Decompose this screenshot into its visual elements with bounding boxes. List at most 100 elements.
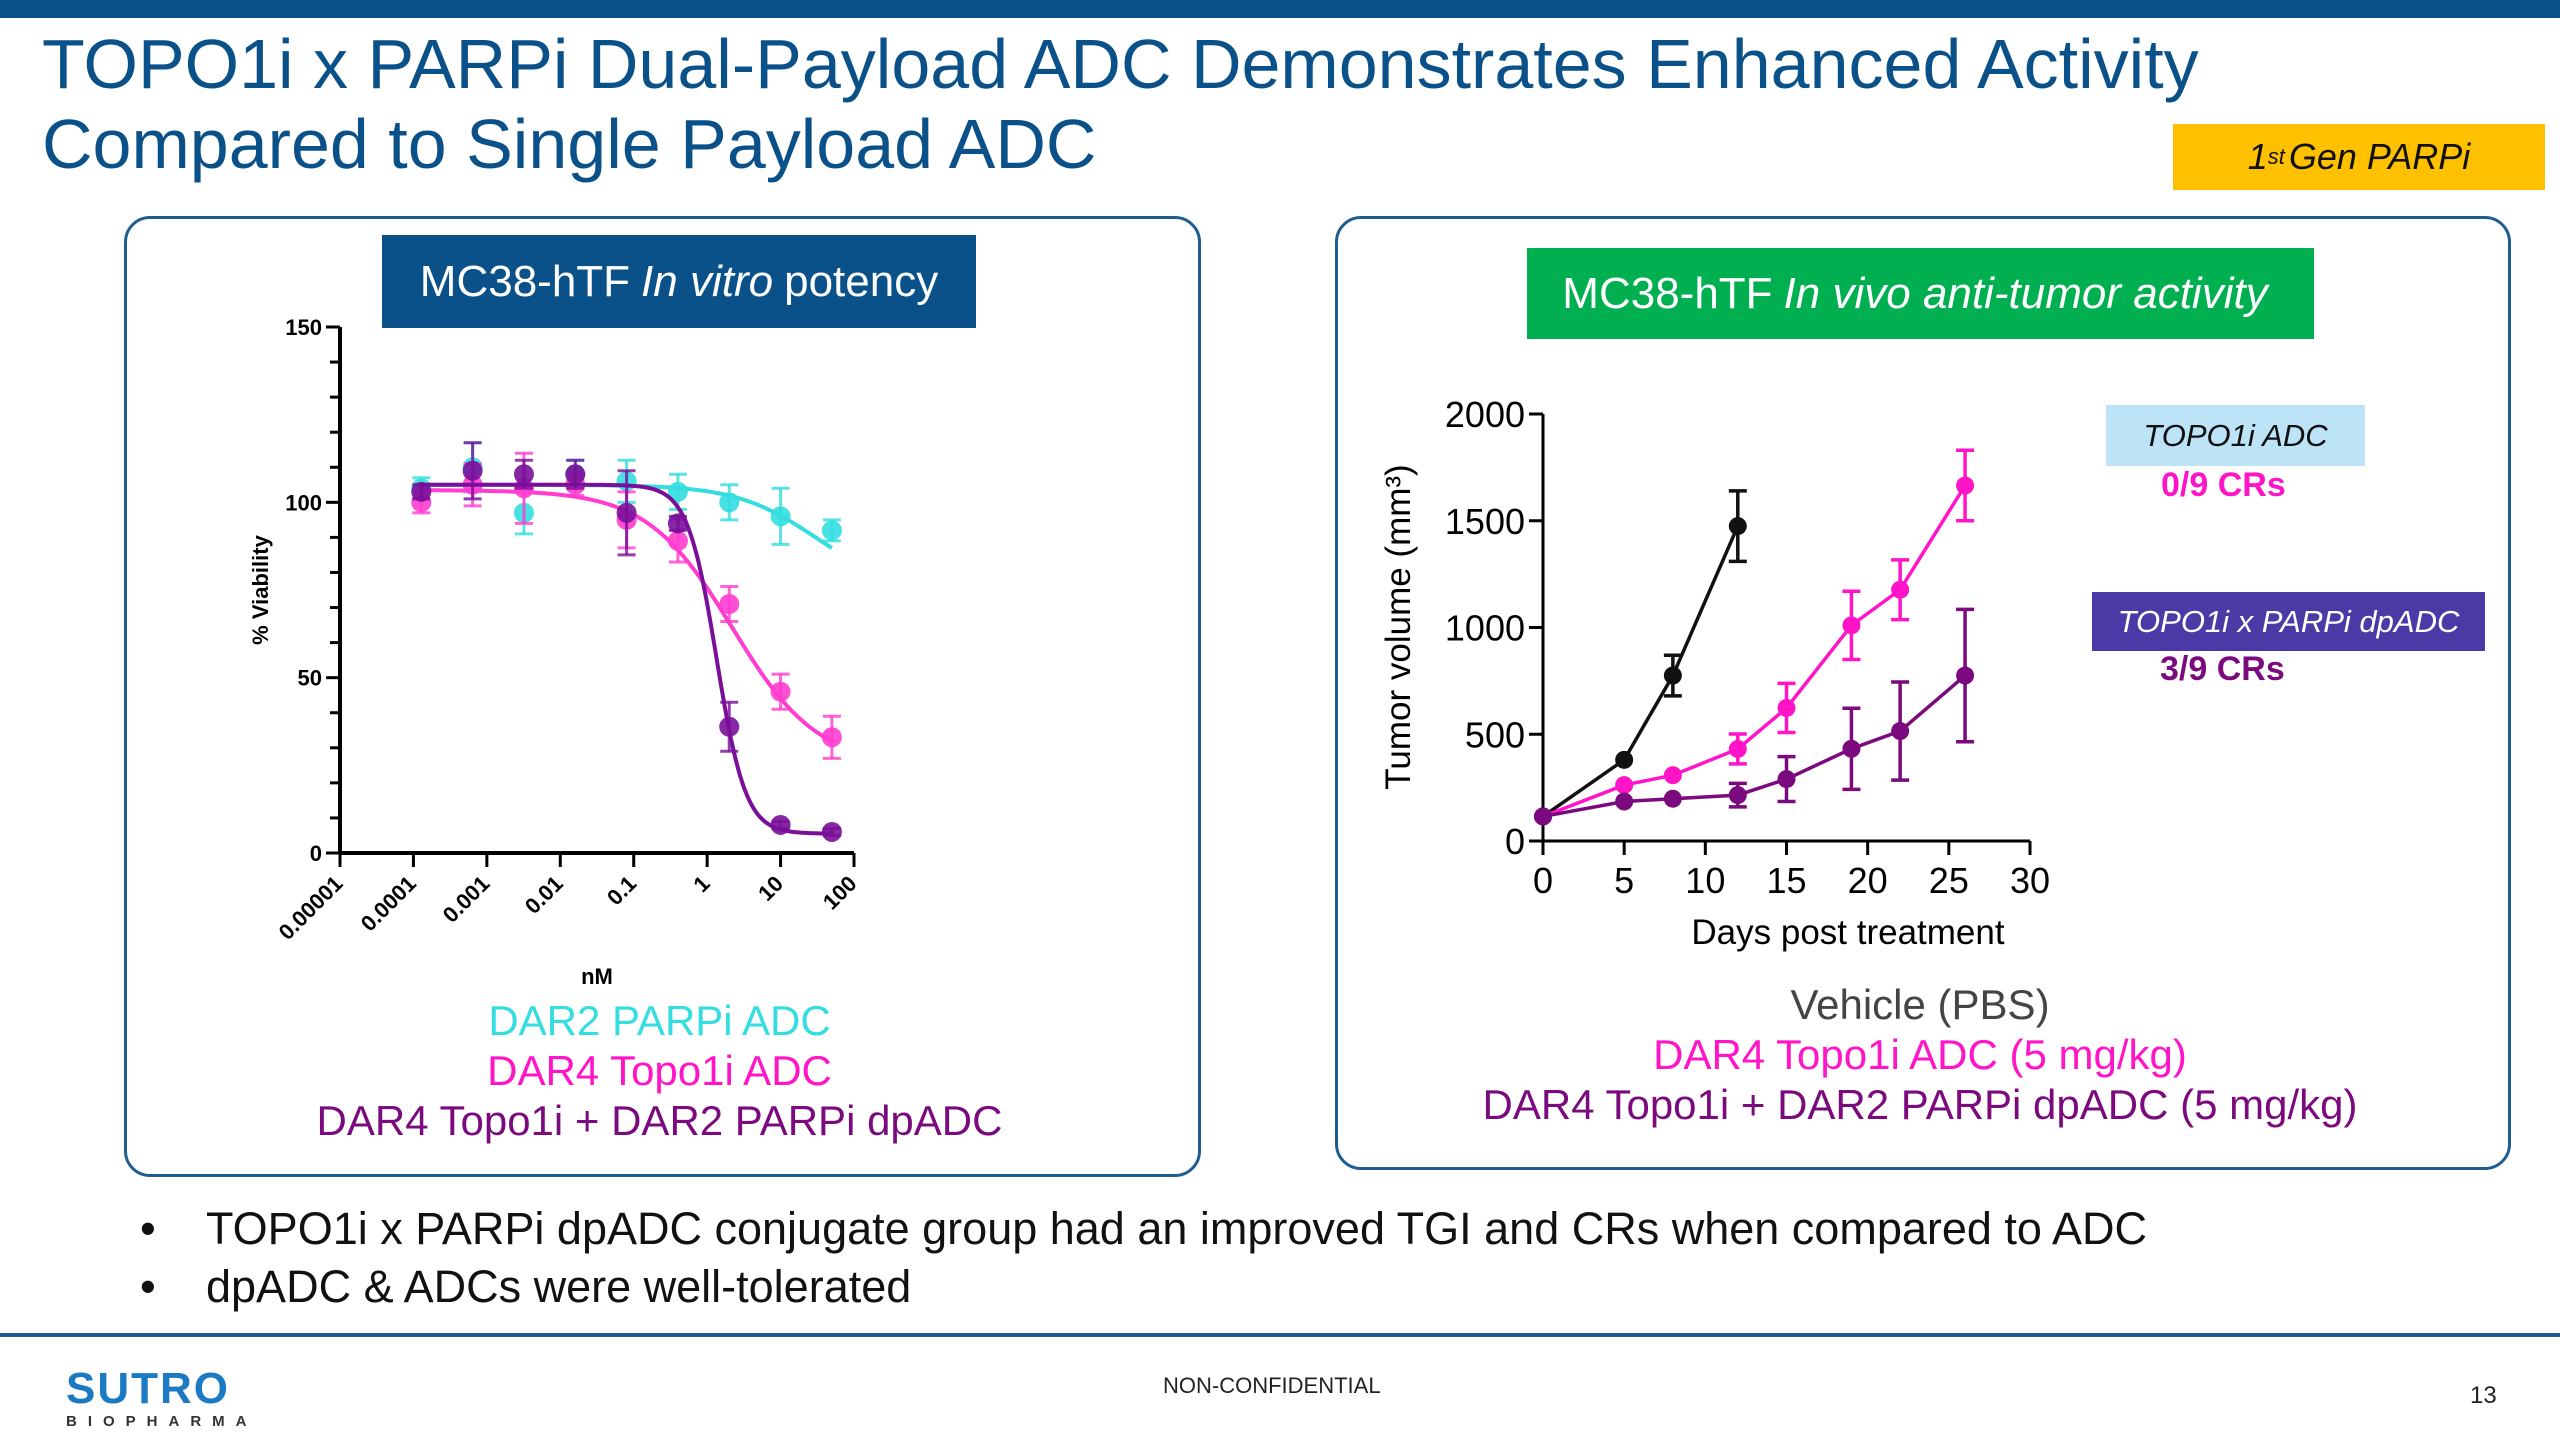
data-point <box>1842 739 1861 758</box>
bullet-item: • TOPO1i x PARPi dpADC conjugate group ha… <box>140 1200 2147 1258</box>
data-point <box>616 502 637 523</box>
in-vivo-header: MC38-hTF In vivo anti-tumor activity <box>1527 248 2314 339</box>
y-tick-label: 1500 <box>1445 501 1525 542</box>
data-point <box>1777 770 1796 789</box>
bullet-text: dpADC & ADCs were well-tolerated <box>206 1261 912 1312</box>
data-point <box>667 481 688 502</box>
data-point <box>1728 786 1747 805</box>
bullet-dot: • <box>140 1261 156 1312</box>
data-point <box>411 481 432 502</box>
x-tick-label: 0 <box>1533 860 1553 901</box>
sutro-logo: SUTRO BIOPHARMA <box>66 1364 258 1431</box>
dpadc-label: TOPO1i x PARPi dpADC <box>2092 592 2485 651</box>
y-tick-label: 100 <box>285 490 322 515</box>
legend-item-topo1i-adc-5mgkg: DAR4 Topo1i ADC (5 mg/kg) <box>1653 1031 2187 1078</box>
y-tick-label: 2000 <box>1445 394 1525 435</box>
y-tick-label: 50 <box>298 666 322 691</box>
in-vitro-header-post: potency <box>784 256 939 306</box>
in-vitro-panel <box>124 216 1201 1177</box>
topo1i-adc-label: TOPO1i ADC <box>2106 405 2365 466</box>
y-axis-label: Tumor volume (mm³) <box>1379 464 1418 789</box>
slide-title: TOPO1i x PARPi Dual-Payload ADC Demonstr… <box>42 24 2342 184</box>
data-point <box>1663 789 1682 808</box>
in-vitro-header-pre: MC38-hTF <box>419 256 631 306</box>
x-tick-label: 15 <box>1766 860 1806 901</box>
data-point <box>667 513 688 534</box>
tag-text: Gen PARPi <box>2288 136 2471 177</box>
bullet-dot: • <box>140 1203 156 1254</box>
footer-divider <box>0 1333 2560 1337</box>
data-point <box>565 464 586 485</box>
data-point <box>1842 616 1861 635</box>
y-tick-label: 150 <box>285 315 322 340</box>
data-point <box>719 716 740 737</box>
logo-subtitle: BIOPHARMA <box>66 1413 258 1430</box>
y-tick-label: 0 <box>310 841 322 866</box>
data-point <box>1777 698 1796 717</box>
data-point <box>1663 666 1682 685</box>
bullet-item: • dpADC & ADCs were well-tolerated <box>140 1258 2147 1316</box>
data-point <box>1891 580 1910 599</box>
y-tick-label: 500 <box>1465 714 1525 755</box>
in-vivo-legend: Vehicle (PBS) DAR4 Topo1i ADC (5 mg/kg) … <box>1335 980 2505 1130</box>
data-point <box>1891 722 1910 741</box>
data-point <box>1956 666 1975 685</box>
bullet-text: TOPO1i x PARPi dpADC conjugate group had… <box>206 1203 2147 1254</box>
in-vitro-legend: DAR2 PARPi ADC DAR4 Topo1i ADC DAR4 Topo… <box>124 996 1195 1146</box>
data-point <box>719 492 740 513</box>
data-point <box>1663 766 1682 785</box>
in-vivo-header-pre: MC38-hTF <box>1562 268 1773 318</box>
x-tick-label: 5 <box>1614 860 1634 901</box>
data-point <box>1534 807 1552 826</box>
top-band <box>0 0 2560 18</box>
legend-item-dpadc-5mgkg: DAR4 Topo1i + DAR2 PARPi dpADC (5 mg/kg) <box>1482 1081 2358 1128</box>
y-axis-label: % Viability <box>248 534 273 644</box>
logo-wordmark: SUTRO <box>66 1364 230 1413</box>
legend-item-dpadc: DAR4 Topo1i + DAR2 PARPi dpADC <box>316 1097 1003 1144</box>
x-tick-label: 10 <box>1685 860 1725 901</box>
data-point <box>1615 750 1634 769</box>
tag-ordinal-suffix: st <box>2267 144 2285 169</box>
data-point <box>770 814 791 835</box>
topo1i-adc-cr-count: 0/9 CRs <box>2161 466 2286 504</box>
dpadc-cr-count: 3/9 CRs <box>2160 650 2285 688</box>
data-point <box>1956 476 1975 495</box>
y-tick-label: 0 <box>1505 821 1525 862</box>
data-point <box>462 460 483 481</box>
x-tick-label: 30 <box>2010 860 2050 901</box>
data-point <box>667 530 688 551</box>
legend-item-vehicle: Vehicle (PBS) <box>1790 981 2050 1028</box>
x-axis-label: nM <box>581 964 613 989</box>
series-line-0 <box>1541 525 1740 818</box>
data-point <box>770 681 791 702</box>
slide-title-line2: Compared to Single Payload ADC <box>42 105 1097 183</box>
tag-ordinal: 1 <box>2247 136 2268 177</box>
data-point <box>821 821 842 842</box>
data-point <box>1615 776 1634 795</box>
data-point <box>1728 739 1747 758</box>
data-point <box>1728 517 1747 536</box>
data-point <box>821 727 842 748</box>
in-vivo-panel <box>1335 216 2511 1170</box>
bullet-list: • TOPO1i x PARPi dpADC conjugate group ha… <box>140 1200 2147 1316</box>
data-point <box>513 464 534 485</box>
x-tick-label: 25 <box>1929 860 1969 901</box>
page-number: 13 <box>2470 1382 2497 1409</box>
legend-item-parpi-adc: DAR2 PARPi ADC <box>488 997 831 1044</box>
x-axis-label: Days post treatment <box>1691 913 2004 952</box>
slide-title-line1: TOPO1i x PARPi Dual-Payload ADC Demonstr… <box>42 25 2199 103</box>
in-vivo-header-italic: In vivo anti-tumor activity <box>1783 268 2268 318</box>
x-tick-label: 20 <box>1848 860 1888 901</box>
in-vitro-header-italic: In vitro <box>641 256 774 306</box>
legend-item-topo1i-adc: DAR4 Topo1i ADC <box>487 1047 832 1094</box>
y-tick-label: 1000 <box>1445 608 1525 649</box>
data-point <box>821 520 842 541</box>
data-point <box>719 594 740 615</box>
classification-label: NON-CONFIDENTIAL <box>1163 1373 1381 1398</box>
data-point <box>770 506 791 527</box>
in-vitro-header: MC38-hTF In vitro potency <box>382 235 976 328</box>
data-point <box>1615 792 1634 811</box>
